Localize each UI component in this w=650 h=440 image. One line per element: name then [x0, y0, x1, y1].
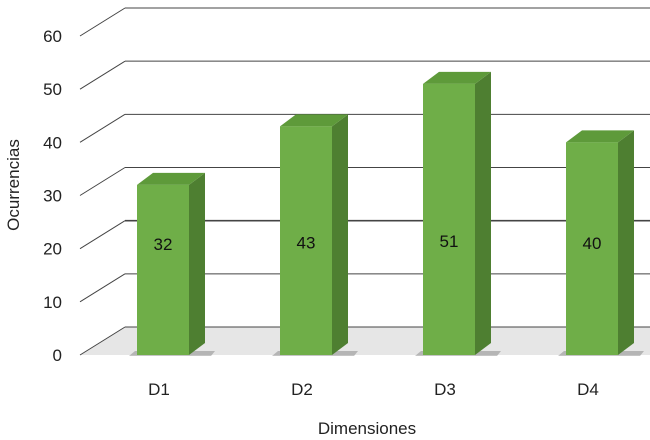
data-label: 51 [440, 232, 459, 251]
y-tick-label: 20 [43, 240, 62, 259]
gridline-diagonal [79, 273, 126, 303]
bar-side [618, 130, 634, 355]
data-label: 32 [154, 235, 173, 254]
gridline-diagonal [79, 220, 126, 250]
gridline-diagonal [79, 60, 126, 90]
bar-d1 [129, 172, 215, 356]
x-tick-label: D3 [434, 380, 456, 399]
bar-d3 [415, 71, 501, 356]
bar-top [566, 130, 634, 143]
x-tick-label: D4 [577, 380, 599, 399]
y-tick-label: 60 [43, 27, 62, 46]
y-tick-label: 0 [53, 346, 62, 365]
bar-side [332, 114, 348, 355]
data-label: 43 [297, 233, 316, 252]
gridlines [79, 7, 650, 356]
x-axis-title: Dimensiones [318, 419, 416, 438]
y-axis-ticks: 0 10 20 30 40 50 60 [43, 27, 62, 365]
bar-top [280, 114, 348, 127]
y-tick-label: 50 [43, 80, 62, 99]
y-axis-title: Ocurrencias [4, 139, 23, 231]
y-tick-label: 10 [43, 293, 62, 312]
bar-d2 [272, 114, 358, 356]
gridline-diagonal [79, 113, 126, 143]
bar-top [423, 71, 491, 84]
gridline-diagonal [79, 167, 126, 196]
bar-top [137, 172, 205, 185]
bar-side [475, 71, 491, 355]
bar-front [137, 184, 189, 355]
bar-d4 [558, 130, 644, 356]
bar-front [280, 126, 332, 355]
floor-plane [80, 327, 650, 355]
x-tick-label: D2 [291, 380, 313, 399]
bar-front [423, 83, 475, 355]
y-tick-label: 30 [43, 187, 62, 206]
bar-side [189, 172, 205, 355]
bar-front [566, 142, 618, 355]
data-labels: 32 43 51 40 [154, 232, 602, 254]
x-tick-label: D1 [148, 380, 170, 399]
gridline-diagonal [79, 326, 126, 356]
chart-floor [80, 327, 650, 355]
gridline-diagonal [79, 7, 126, 37]
bars [129, 71, 644, 356]
data-label: 40 [583, 234, 602, 253]
x-axis-ticks: D1 D2 D3 D4 [148, 380, 599, 399]
y-tick-label: 40 [43, 133, 62, 152]
